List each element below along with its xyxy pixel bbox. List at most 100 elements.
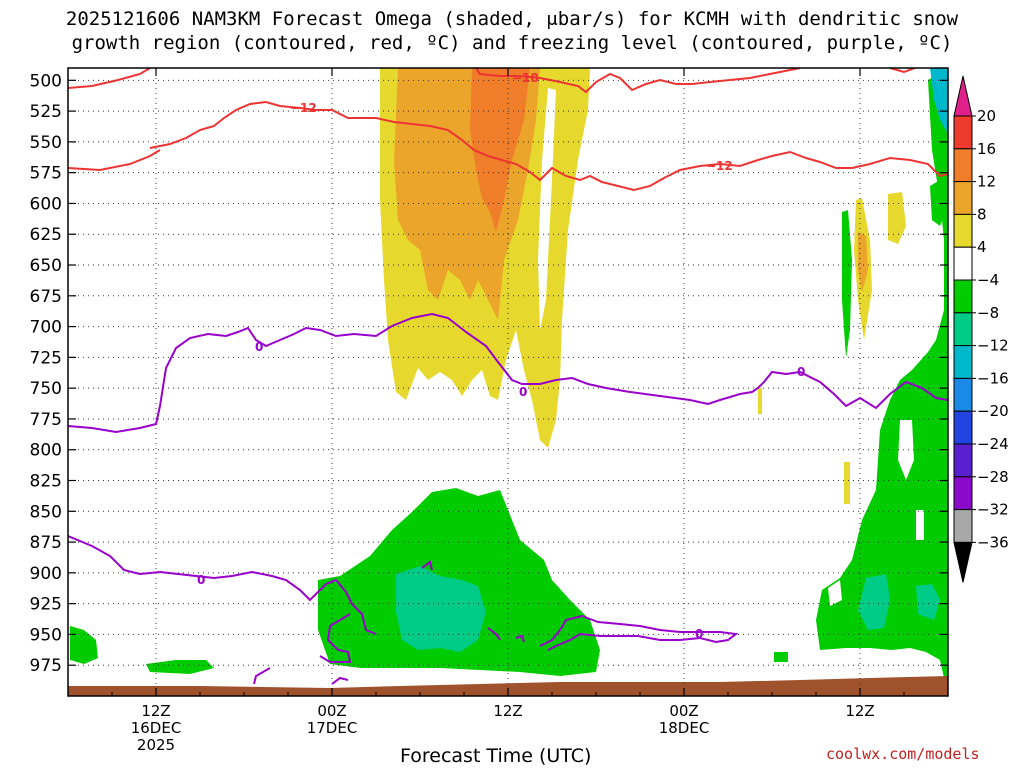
contours xyxy=(68,68,948,685)
colorbar-swatch xyxy=(953,279,973,314)
omega-region-right-teal-mid2 xyxy=(916,584,940,620)
x-tick-label: 2025 xyxy=(137,736,175,754)
omega-region-right-cell-6 xyxy=(758,388,762,414)
x-tick-label: 12Z xyxy=(845,702,874,720)
omega-region-left-blob-2 xyxy=(146,660,214,674)
omega-region-right-cell-5 xyxy=(844,462,850,504)
y-tick-label: 650 xyxy=(30,256,62,276)
x-tick-label: 18DEC xyxy=(659,719,710,737)
omega-region-right-cell-3 xyxy=(888,192,906,244)
y-tick-label: 625 xyxy=(30,225,62,245)
colorbar-label: 4 xyxy=(977,238,987,256)
omega-region-right-cell-2b xyxy=(858,232,868,292)
colorbar-label: −8 xyxy=(977,304,999,322)
freezing-label-2: 0 xyxy=(519,385,527,399)
colorbar-label: −24 xyxy=(977,435,1009,453)
y-tick-label: 725 xyxy=(30,348,62,368)
x-tick-label: 00Z xyxy=(317,702,346,720)
y-tick-label: 975 xyxy=(30,656,62,676)
y-tick-label: 925 xyxy=(30,595,62,615)
omega-region-right-teal-mid xyxy=(858,574,890,630)
omega-shading xyxy=(68,68,948,696)
colorbar-swatch xyxy=(953,377,973,412)
x-tick-label: 12Z xyxy=(141,702,170,720)
colorbar-label: 8 xyxy=(977,205,987,223)
dgz-label-top: −18 xyxy=(512,71,539,85)
y-tick-label: 900 xyxy=(30,564,62,584)
x-tick-label: 12Z xyxy=(493,702,522,720)
omega-region-right-cell-1 xyxy=(842,210,852,358)
dgz-contour-bottom-left xyxy=(68,149,161,172)
contour-labels: −18 −12 −12 0 0 0 0 0 xyxy=(197,71,805,641)
colorbar-swatch xyxy=(953,443,973,478)
freezing-contour-upper xyxy=(68,312,948,434)
y-tick-label: 600 xyxy=(30,194,62,214)
colorbar-label: −36 xyxy=(977,533,1009,551)
x-tick-label: 16DEC xyxy=(131,719,182,737)
dgz-label-middle: −12 xyxy=(290,101,317,115)
colorbar-swatch xyxy=(953,509,973,543)
colorbar-swatch xyxy=(953,181,973,215)
omega-region-m12-m8-lower xyxy=(396,566,486,652)
colorbar-label: 16 xyxy=(977,140,996,158)
x-axis-title: Forecast Time (UTC) xyxy=(400,745,592,767)
freezing-label-3: 0 xyxy=(797,365,805,379)
colorbar-swatch xyxy=(953,246,973,281)
x-tick-label: 17DEC xyxy=(307,719,358,737)
omega-region-left-blob xyxy=(70,626,98,664)
freezing-label-1: 0 xyxy=(255,340,263,354)
colorbar-label: −28 xyxy=(977,468,1009,486)
y-tick-label: 825 xyxy=(30,472,62,492)
dgz-contour-top xyxy=(68,68,918,94)
colorbar-label: −12 xyxy=(977,337,1009,355)
y-tick-label: 800 xyxy=(30,441,62,461)
y-tick-label: 675 xyxy=(30,287,62,307)
colorbar: 20 16 12 8 4 −4 −8 −12 −16 −20 −24 −28 −32 −36 xyxy=(953,75,1009,583)
y-tick-label: 750 xyxy=(30,379,62,399)
colorbar-swatch xyxy=(953,476,973,511)
omega-region-12-16 xyxy=(470,68,530,232)
omega-region-streak xyxy=(538,88,556,330)
omega-region-right-teal-top xyxy=(930,68,948,134)
colorbar-swatch xyxy=(953,148,973,183)
y-axis: 500 525 550 575 600 625 650 675 700 725 750 775 800 8… xyxy=(30,71,948,676)
chart-title-line-1: 2025121606 NAM3KM Forecast Omega (shaded… xyxy=(65,8,959,30)
dgz-contour-middle xyxy=(149,100,948,192)
colorbar-label: −4 xyxy=(977,271,999,289)
freezing-contour-lower xyxy=(68,535,739,685)
freezing-label-5: 0 xyxy=(695,627,703,641)
omega-region-right-white-hole3 xyxy=(828,580,842,606)
colorbar-swatch xyxy=(953,312,973,347)
y-tick-label: 850 xyxy=(30,502,62,522)
grid-lines xyxy=(68,68,948,696)
y-tick-label: 950 xyxy=(30,625,62,645)
omega-region-right-white-hole2 xyxy=(916,510,924,540)
x-tick-label: 00Z xyxy=(669,702,698,720)
credit-text: coolwx.com/models xyxy=(826,745,980,763)
y-tick-label: 525 xyxy=(30,102,62,122)
omega-region-right-green xyxy=(816,68,948,696)
y-tick-label: 500 xyxy=(30,71,62,91)
ground-terrain xyxy=(68,676,948,696)
colorbar-label: 12 xyxy=(977,173,996,191)
y-tick-label: 575 xyxy=(30,164,62,184)
colorbar-label: −20 xyxy=(977,402,1009,420)
colorbar-swatch xyxy=(953,345,973,379)
dgz-label-bottom-right: −12 xyxy=(706,159,733,173)
omega-region-right-white-hole xyxy=(898,420,914,480)
colorbar-bottom-arrow xyxy=(953,541,973,583)
omega-region-right-cell-7 xyxy=(774,652,788,662)
y-tick-label: 550 xyxy=(30,133,62,153)
colorbar-swatch xyxy=(953,213,973,248)
y-tick-label: 875 xyxy=(30,533,62,553)
colorbar-label: −32 xyxy=(977,501,1009,519)
colorbar-swatch xyxy=(953,410,973,445)
colorbar-label: 20 xyxy=(977,107,996,125)
colorbar-label: −16 xyxy=(977,369,1009,387)
freezing-label-4: 0 xyxy=(197,573,205,587)
y-tick-label: 700 xyxy=(30,318,62,338)
y-tick-label: 775 xyxy=(30,410,62,430)
colorbar-top-arrow xyxy=(953,75,973,117)
